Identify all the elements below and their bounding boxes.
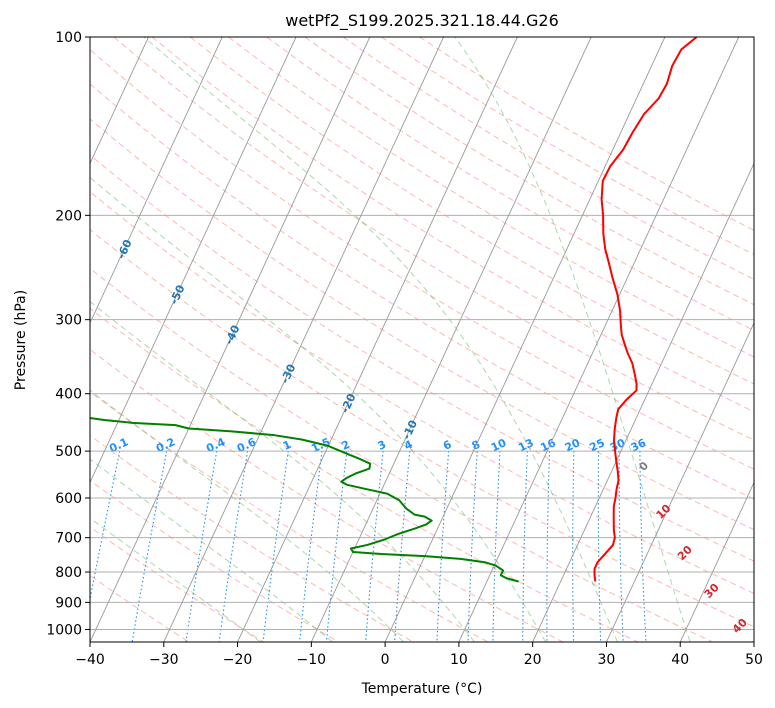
mixing-ratio-line [365,451,384,642]
y-tick-label: 400 [55,387,82,403]
y-tick-label: 600 [55,491,82,507]
y-tick-label: 700 [55,531,82,547]
mixing-ratio-line [522,451,528,642]
dry-adiabats [90,37,754,642]
dry-adiabat-line [189,37,754,385]
isotherm-line [90,37,371,642]
x-axis: −40 −30 −20 −10 0 10 20 30 40 50 [75,642,763,668]
moist-adiabat-line [90,389,404,642]
isotherm-line [384,37,666,642]
y-axis: 100 200 300 400 500 600 700 800 900 1000 [46,30,90,638]
y-tick-label: 800 [55,565,82,581]
x-tick-label: 30 [598,652,616,668]
dewpoint-profile-line [90,416,519,583]
mixing-ratio-line [467,451,478,642]
mixing-ratio-line [436,451,450,642]
x-tick-label: 10 [450,652,468,668]
mixing-ratio-line [546,451,551,642]
dry-adiabat-line [90,526,265,642]
mixing-ratio-line [618,451,624,642]
moist-adiabat-line [90,517,261,642]
plot-frame [89,36,755,643]
chart-title: wetPf2_S199.2025.321.18.44.G26 [285,11,559,31]
mixing-ratio-label: 10 [489,436,509,454]
isotherm-line [679,481,754,642]
dry-adiabat-line [90,83,754,500]
dry-adiabat-line [151,37,754,413]
isotherm-line [532,162,754,642]
y-tick-label: 1000 [46,622,82,638]
dry-adiabat-line [228,37,754,358]
x-tick-label: 20 [524,652,542,668]
mixing-ratio-label: 20 [563,436,583,454]
y-tick-label: 300 [55,313,82,329]
isotherm-line [310,37,592,642]
mixing-ratio-label: 13 [516,436,535,454]
mixing-ratio-line [299,451,323,642]
mixing-ratio-line [597,451,602,642]
mixing-ratio-line [90,450,121,603]
x-tick-label: −10 [297,652,327,668]
isotherm-line [90,37,223,325]
y-tick-label: 100 [55,30,82,46]
mixing-ratio-label: 30 [608,436,628,454]
isotherm-line [458,37,740,642]
dry-adiabat-line [90,228,754,628]
mixing-ratio-line [394,451,411,642]
mixing-ratio-line [262,451,289,642]
isotherm-line [90,37,297,484]
mixing-ratio-line [572,451,575,642]
x-axis-label: Temperature (°C) [361,681,483,697]
dry-adiabat-line [90,118,754,531]
dry-adiabat-line [90,391,489,642]
isotherm-line [163,37,444,642]
dry-adiabat-line [90,348,564,642]
plot-area: 0.10.20.40.611.52346810131620253036 -100… [90,37,754,642]
x-tick-label: −20 [223,652,253,668]
x-tick-label: 0 [381,652,390,668]
mixing-ratio-lines: 0.10.20.40.611.52346810131620253036 [90,435,649,642]
isotherm-line [90,37,149,165]
mixing-ratio-line [325,451,348,642]
x-tick-label: −40 [75,652,105,668]
x-tick-label: 40 [671,652,689,668]
mixing-ratio-label: 16 [538,436,558,454]
x-tick-label: 50 [745,652,763,668]
temperature-profile-line [593,37,698,582]
dry-adiabat-line [304,37,754,306]
dry-adiabat-line [90,191,754,595]
moist-adiabat-line [90,300,475,642]
mixing-ratio-line [218,451,249,642]
dry-adiabat-line [90,48,754,470]
y-axis-label: Pressure (hPa) [13,290,29,390]
isotherm-line [606,321,754,642]
moist-adiabat-line [454,37,691,642]
dry-adiabat-line [113,37,754,441]
mixing-ratio-label: 25 [587,436,606,454]
moist-adiabat-line [90,176,547,642]
dry-adiabat-line [266,37,754,332]
x-tick-label: −30 [149,652,179,668]
profile-series [90,37,698,583]
dry-adiabat-line [90,307,639,642]
y-tick-label: 500 [55,444,82,460]
y-tick-label: 200 [55,208,82,224]
mixing-ratio-label: 36 [629,436,649,454]
isotherm-line [237,37,518,642]
pressure-gridlines [90,37,754,630]
dry-adiabat-line [90,574,190,642]
dry-adiabat-line [90,479,339,642]
y-tick-label: 900 [55,595,82,611]
isotherm-lines [90,37,754,642]
